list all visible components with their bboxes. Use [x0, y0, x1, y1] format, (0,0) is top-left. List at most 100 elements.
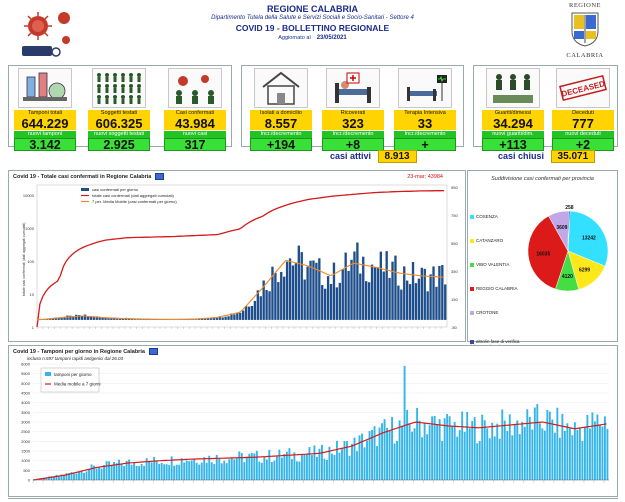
y-tick-label: 0 — [28, 478, 31, 483]
tests-bar — [263, 456, 266, 480]
daily-cases-bar — [195, 319, 198, 320]
daily-cases-bar — [414, 283, 418, 320]
y-tick-label: 4500 — [21, 391, 31, 396]
kpi-label: Isolati a domicilio — [250, 110, 312, 117]
tests-bar — [493, 436, 496, 480]
tests-bar — [160, 462, 163, 480]
y-tick-label: 3500 — [21, 410, 31, 415]
updated-label: Aggiornato al — [278, 35, 311, 41]
tests-bar — [130, 464, 133, 480]
daily-cases-bar — [294, 263, 298, 320]
tests-bar — [315, 456, 318, 480]
daily-cases-bar — [253, 300, 257, 320]
province-legend-item: COSENZA — [470, 214, 498, 219]
icu-icon — [398, 68, 452, 108]
tests-bar — [396, 440, 399, 480]
person-body — [97, 77, 101, 82]
tests-bar — [348, 455, 351, 480]
kpi-delta-value: 317 — [164, 138, 226, 152]
kpi-value: 43.984 — [164, 117, 226, 130]
tests-bar — [308, 447, 311, 480]
tests-bar — [381, 423, 383, 480]
tests-bar — [220, 463, 223, 480]
tests-bar — [183, 462, 186, 480]
tests-bar — [103, 465, 105, 480]
tests-bar — [165, 464, 168, 480]
kpi-delta-label: nuovi deceduti — [552, 131, 614, 138]
tests-bar — [331, 453, 333, 480]
cumulative-cases-line — [36, 189, 445, 328]
header-text: REGIONE CALABRIA Dipartimento Tutela del… — [150, 4, 475, 41]
tests-bar — [498, 438, 501, 480]
active-cases-label: casi attivi — [330, 151, 372, 161]
legend-swatch — [470, 238, 474, 243]
daily-cases-bar — [107, 318, 110, 320]
tests-bar — [506, 430, 509, 480]
pie-slice — [567, 210, 571, 252]
tests-chart-title: Covid 19 - Tamponi per giorno in Regione… — [13, 348, 158, 355]
person-body — [121, 99, 125, 104]
tests-per-day-chart: 6000550050004500400035003000250020001500… — [21, 362, 609, 483]
tests-bar — [433, 415, 436, 480]
tests-bar — [98, 466, 100, 480]
province-chart-title: Suddivisione casi confermati per provinc… — [491, 176, 594, 182]
y-tick-label: 2500 — [21, 429, 31, 434]
daily-cases-bar — [203, 318, 207, 320]
tests-bar — [108, 461, 111, 480]
kpi-label: Terapia Intensiva — [394, 110, 456, 117]
kpi-delta-value: 2.925 — [88, 138, 150, 152]
tests-bar — [260, 462, 263, 480]
logo-line-1: REGIONE — [568, 2, 602, 9]
person-head — [105, 95, 109, 99]
tests-bar — [551, 419, 554, 480]
daily-cases-bar — [121, 318, 125, 320]
tests-chart-panel: Covid 19 - Tamponi per giorno in Regione… — [8, 345, 618, 497]
province-legend-item: CROTONE — [470, 310, 498, 315]
daily-cases-bar — [329, 283, 333, 320]
pie-data-label: 13242 — [582, 236, 596, 242]
region-flag-icon — [155, 173, 165, 180]
person-head — [121, 73, 125, 77]
tests-bar — [125, 460, 128, 480]
person-body — [137, 88, 141, 93]
daily-cases-bar — [285, 261, 289, 320]
y-tick-label: 500 — [23, 468, 30, 473]
kpi-value: 8.557 — [250, 117, 312, 130]
daily-cases-bar — [119, 318, 122, 320]
tests-bar — [341, 449, 343, 480]
kpi-delta-label: Incr./decremento — [250, 131, 312, 138]
tests-bar — [228, 459, 231, 480]
tests-bar — [230, 457, 233, 480]
tests-bar — [553, 432, 556, 480]
tests-bar — [150, 462, 153, 480]
daily-cases-bar — [69, 315, 72, 320]
pie-data-label: 6299 — [579, 268, 590, 274]
daily-cases-bar — [391, 261, 394, 320]
moving-average-line — [36, 259, 445, 321]
tests-bar — [68, 473, 70, 480]
tests-bar — [270, 461, 273, 480]
tests-bar — [135, 465, 138, 480]
daily-cases-bar — [406, 280, 409, 320]
tests-bar — [571, 435, 574, 480]
tests-bar — [541, 428, 544, 480]
tests-bar — [235, 458, 238, 480]
active-cases-value: 8.913 — [377, 150, 417, 163]
daily-cases-bar — [359, 273, 362, 320]
confirmed-chart-title: Covid 19 - Totale casi confermati in Reg… — [13, 173, 165, 180]
tests-bar — [303, 454, 306, 480]
tests-bar — [411, 431, 414, 480]
active-cases-total: casi attivi 8.913 — [330, 150, 417, 163]
y-tick-label: 5500 — [21, 371, 31, 376]
y-tick-label: 1000 — [25, 226, 35, 231]
tests-bar — [88, 469, 90, 480]
tests-bar — [568, 428, 571, 480]
tests-bar — [408, 423, 411, 480]
daily-cases-bar — [438, 265, 441, 320]
tests-bar — [305, 454, 308, 480]
updated-date: 23/05/2021 — [316, 35, 347, 41]
tests-bar — [188, 461, 191, 480]
y-tick-label: 10 — [30, 292, 35, 297]
y2-tick-label: 950 — [451, 185, 458, 190]
